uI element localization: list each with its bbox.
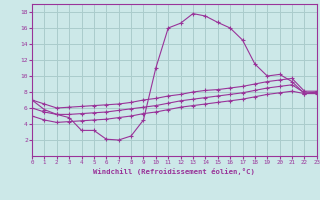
X-axis label: Windchill (Refroidissement éolien,°C): Windchill (Refroidissement éolien,°C) xyxy=(93,168,255,175)
